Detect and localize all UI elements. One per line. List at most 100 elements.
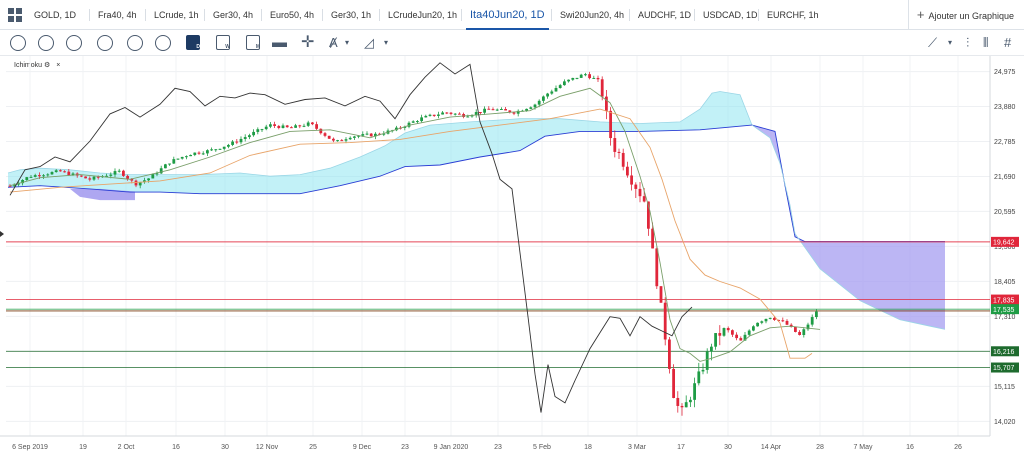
trend-icon[interactable]: ⟋ [928, 35, 938, 50]
tab-fra40-4h[interactable]: Fra40, 4h [98, 10, 137, 20]
price-level-label: 17,835 [993, 297, 1015, 304]
grid-icon[interactable]: # [1004, 35, 1012, 50]
timeframe-w-label: W [225, 44, 230, 50]
candle-bullish [71, 173, 75, 176]
candle-bullish [42, 175, 45, 177]
candle-bearish [487, 108, 491, 110]
candle-bearish [731, 330, 734, 335]
candle-bullish [218, 148, 222, 150]
layers-icon[interactable] [127, 35, 143, 51]
candle-bullish [500, 109, 503, 111]
tab-audchf-1d[interactable]: AUDCHF, 1D [638, 10, 692, 20]
candle-bearish [445, 112, 449, 114]
ruler-icon[interactable]: ◿ [364, 35, 374, 50]
candle-bullish [697, 371, 701, 384]
candle-bullish [159, 168, 163, 174]
candle-bearish [88, 178, 92, 180]
candle-bearish [798, 331, 801, 336]
candle-bullish [201, 153, 205, 155]
candle-bearish [588, 74, 591, 79]
calendar-d-icon[interactable]: D [186, 35, 200, 50]
x-tick-label: 6 Sep 2019 [12, 444, 48, 451]
tab-euro50-4h[interactable]: Euro50, 4h [270, 10, 315, 20]
senkou-span-b [7, 124, 753, 195]
ruler-dropdown-icon[interactable]: ▾ [384, 38, 389, 47]
chikou-span-line [9, 62, 693, 413]
contrast-icon[interactable] [97, 35, 113, 51]
senkou-span-a [7, 91, 753, 177]
clock-icon[interactable] [38, 35, 54, 51]
tab-ger30-1h[interactable]: Ger30, 1h [331, 10, 372, 20]
candle-bullish [403, 126, 407, 128]
candle-bearish [67, 171, 71, 176]
candle-bearish [676, 397, 680, 406]
candle-bullish [563, 81, 566, 86]
pie-icon[interactable] [66, 35, 82, 51]
trend-dropdown-icon[interactable]: ▾ [948, 38, 953, 47]
wave-icon[interactable] [155, 35, 171, 51]
tab-ita40jun20-1d[interactable]: Ita40Jun20, 1D [466, 0, 549, 30]
tab-eurchf-1h[interactable]: EURCHF, 1h [767, 10, 819, 20]
columns-icon[interactable]: ⫴ [983, 35, 989, 50]
tab-lcrudejun20-1h[interactable]: LCrudeJun20, 1h [388, 10, 458, 20]
candle-bearish [663, 302, 667, 340]
move-icon[interactable]: ✛ [301, 34, 315, 51]
candle-bullish [558, 85, 562, 89]
candle-bearish [378, 133, 381, 135]
candle-bullish [29, 176, 33, 178]
candle-bearish [84, 176, 87, 179]
candle-bearish [134, 180, 138, 186]
tab-ger30-4h[interactable]: Ger30, 4h [213, 10, 254, 20]
add-chart-button[interactable]: + Ajouter un Graphique [907, 0, 1014, 30]
y-tick-label: 21,690 [994, 174, 1016, 181]
tab-separator [694, 9, 695, 21]
x-tick-label: 17 [677, 444, 685, 451]
bar-settings-icon[interactable]: ⫶ [966, 35, 970, 50]
candle-bearish [626, 166, 629, 176]
crosshair-icon[interactable] [10, 35, 26, 51]
candle-bullish [264, 126, 268, 130]
candle-bullish [584, 74, 587, 76]
y-tick-label: 24,975 [994, 69, 1016, 76]
candle-bearish [638, 188, 642, 197]
y-tick-label: 20,595 [994, 209, 1016, 216]
layout-grid-icon[interactable] [8, 8, 22, 22]
indicator-close-icon[interactable]: × [56, 62, 61, 69]
tab-usdcad-1d[interactable]: USDCAD, 1D [703, 10, 758, 20]
annotate-icon[interactable]: Ⱥ [329, 35, 338, 50]
indicator-settings-icon[interactable]: ⚙ [43, 62, 51, 69]
candle-bullish [810, 317, 814, 325]
candle-bullish [269, 124, 272, 127]
candle-bullish [516, 110, 520, 114]
candle-bullish [105, 175, 108, 177]
price-chart[interactable]: 6 Sep 2019 19 2 Oct 16 30 12 Nov 25 9 Dec 23 9 Ja… [0, 56, 1024, 460]
tab-swi20jun20-4h[interactable]: Swi20Jun20, 4h [560, 10, 625, 20]
x-tick-label: 23 [494, 444, 502, 451]
y-tick-label: 15,115 [994, 384, 1015, 391]
x-tick-label: 7 May [853, 444, 873, 451]
candle-bearish [634, 184, 638, 189]
candle-bullish [705, 351, 709, 370]
calendar-w-icon[interactable]: W [216, 35, 230, 50]
calendar-m-icon[interactable]: M [246, 35, 260, 50]
candle-bullish [428, 114, 432, 116]
tenkan-sen-line [9, 87, 821, 362]
candle-bullish [747, 330, 751, 335]
candle-bearish [277, 125, 281, 129]
candle-bullish [147, 178, 150, 181]
candle-bearish [63, 171, 66, 173]
minimize-icon[interactable]: ▬ [272, 34, 287, 51]
candle-bullish [554, 88, 558, 92]
candle-bullish [21, 180, 24, 184]
annotate-dropdown-icon[interactable]: ▾ [345, 38, 350, 47]
tab-separator [551, 9, 552, 21]
candle-bullish [256, 129, 260, 132]
tab-gold-1d[interactable]: GOLD, 1D [34, 10, 77, 20]
candle-bullish [185, 156, 188, 158]
candle-bullish [437, 114, 440, 116]
y-tick-label: 14,020 [994, 419, 1016, 426]
candle-bullish [407, 122, 411, 127]
candle-bullish [117, 170, 121, 172]
tab-lcrude-1h[interactable]: LCrude, 1h [154, 10, 199, 20]
x-tick-label: 19 [79, 444, 87, 451]
